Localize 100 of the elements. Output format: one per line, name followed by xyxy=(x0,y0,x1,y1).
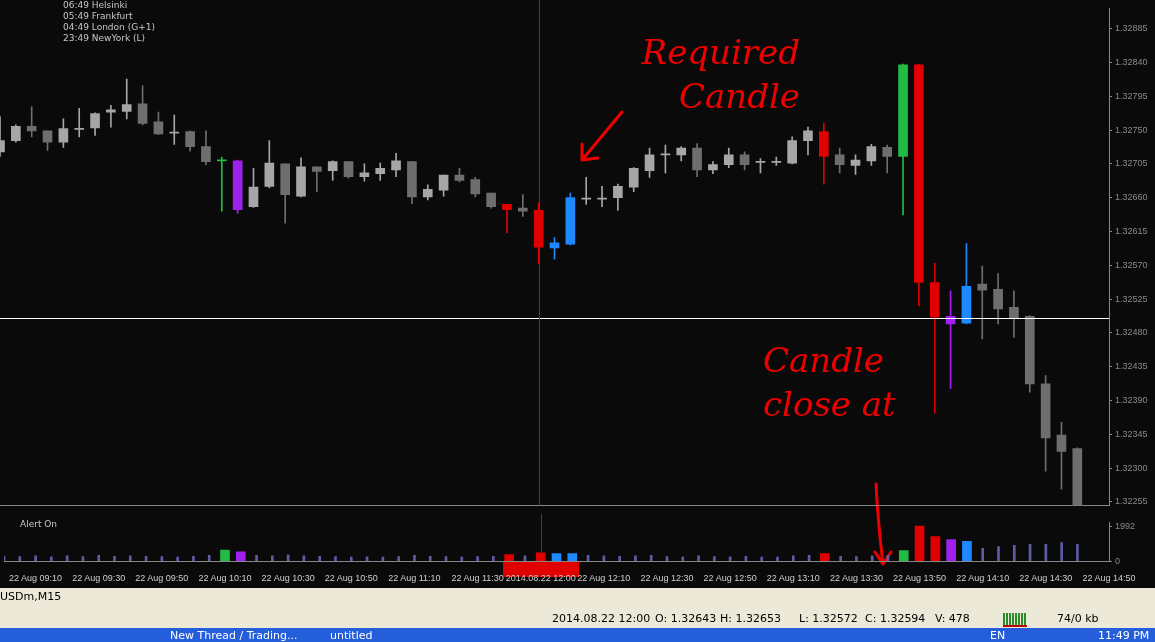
bar xyxy=(870,555,874,562)
y-tick-label: 1.32525 xyxy=(1115,293,1148,304)
y-tick-label: 1.32795 xyxy=(1115,90,1148,101)
bar xyxy=(962,540,972,562)
bar xyxy=(97,555,101,562)
bar xyxy=(1012,545,1016,562)
bar xyxy=(504,554,514,562)
bar xyxy=(428,555,432,562)
y-tick-label: 1.32255 xyxy=(1115,496,1148,507)
y-tick-label: 1.32480 xyxy=(1115,327,1148,338)
y-tick-label: 1.32570 xyxy=(1115,259,1148,270)
bar xyxy=(898,550,909,562)
bar xyxy=(128,555,132,562)
bar xyxy=(946,539,956,562)
candlestick xyxy=(74,107,85,138)
text: H: 1.32653 xyxy=(720,612,781,626)
text: untitled xyxy=(330,629,373,642)
annotation: 04:49 London (G+1) xyxy=(63,22,155,33)
bar xyxy=(192,555,195,562)
bar xyxy=(271,555,274,562)
x-tick-label: 22 Aug 13:10 xyxy=(766,573,820,584)
text: 2014.08.22 12:00 xyxy=(552,612,651,626)
y-tick-label: 1.32390 xyxy=(1115,394,1148,405)
bar xyxy=(618,555,621,562)
annotation: 06:49 Helsinki xyxy=(63,0,128,11)
bar xyxy=(220,549,230,562)
x-tick-label: 22 Aug 10:10 xyxy=(198,573,252,584)
y-tick-label: 1.32660 xyxy=(1115,192,1148,203)
text: 11:49 PM xyxy=(1098,629,1150,642)
annotation: Candle close at xyxy=(763,339,897,426)
text: EN xyxy=(990,629,1006,642)
bar xyxy=(681,556,685,562)
bar xyxy=(235,551,246,562)
bar xyxy=(855,556,858,562)
annotation: Alert On xyxy=(20,519,58,530)
bar xyxy=(760,556,764,562)
bar xyxy=(997,546,1000,562)
text: V: 478 xyxy=(935,612,970,626)
x-tick-label: 22 Aug 14:10 xyxy=(956,573,1010,584)
annotation: 23:49 NewYork (L) xyxy=(63,33,146,44)
bar xyxy=(460,556,464,562)
bar xyxy=(981,548,985,562)
y-tick-label: 1992 xyxy=(1115,520,1136,531)
bar xyxy=(930,536,941,562)
y-tick-label: 1.32435 xyxy=(1115,361,1148,372)
bar xyxy=(649,555,653,562)
bar xyxy=(397,556,400,562)
y-tick-label: 1.32885 xyxy=(1115,23,1148,34)
bar xyxy=(551,553,562,562)
text: New Thread / Trading... xyxy=(170,629,298,642)
x-tick-label: 22 Aug 11:30 xyxy=(451,573,504,584)
bar xyxy=(476,556,479,562)
text: 74/0 kb xyxy=(1057,612,1099,626)
x-tick-label: 22 Aug 12:50 xyxy=(703,573,757,584)
text: C: 1.32594 xyxy=(865,612,926,626)
bar xyxy=(176,556,179,562)
bar xyxy=(791,555,795,562)
x-tick-label: 22 Aug 10:50 xyxy=(324,573,378,584)
bar xyxy=(1076,543,1079,562)
candlestick xyxy=(517,194,528,217)
x-tick-label: 22 Aug 09:50 xyxy=(135,573,189,584)
bar xyxy=(697,555,700,562)
bar xyxy=(50,556,53,562)
x-tick-label: 22 Aug 14:30 xyxy=(1019,573,1073,584)
y-tick-label: 1.32750 xyxy=(1115,124,1148,135)
bar xyxy=(567,553,578,562)
x-tick-label: 22 Aug 12:10 xyxy=(577,573,631,584)
x-tick-label: 22 Aug 09:10 xyxy=(9,573,63,584)
candlestick xyxy=(771,156,782,166)
bar xyxy=(413,555,416,562)
bar xyxy=(820,553,830,562)
annotation: Required Candle xyxy=(640,31,800,118)
y-tick-label: 1.32615 xyxy=(1115,225,1148,236)
bar xyxy=(492,555,495,562)
bar xyxy=(318,555,322,562)
bar xyxy=(776,556,779,562)
text: L: 1.32572 xyxy=(799,612,858,626)
x-tick-label: 22 Aug 13:30 xyxy=(829,573,883,584)
bar xyxy=(713,556,716,562)
y-tick-label: 0 xyxy=(1115,555,1121,566)
y-tick-label: 1.32705 xyxy=(1115,158,1148,169)
text: O: 1.32643 xyxy=(655,612,717,626)
bar xyxy=(255,555,258,562)
y-tick-label: 1.32840 xyxy=(1115,56,1148,67)
bar xyxy=(1060,542,1063,562)
bar xyxy=(113,555,116,562)
x-tick-label: 22 Aug 11:10 xyxy=(388,573,441,584)
y-tick-label: 1.32345 xyxy=(1115,428,1148,439)
x-tick-label: 22 Aug 13:50 xyxy=(893,573,947,584)
annotation: 05:49 Frankfurt xyxy=(63,11,133,22)
bar xyxy=(334,556,337,562)
x-tick-label: 22 Aug 09:30 xyxy=(72,573,126,584)
x-tick-label: 22 Aug 10:30 xyxy=(261,573,315,584)
bar xyxy=(914,525,925,562)
bar xyxy=(18,556,22,562)
x-tick-label: 22 Aug 12:30 xyxy=(640,573,694,584)
bar xyxy=(34,555,37,562)
x-tick-label: 22 Aug 14:50 xyxy=(1082,573,1136,584)
bar xyxy=(634,555,637,562)
text: USDm,M15 xyxy=(0,590,62,604)
